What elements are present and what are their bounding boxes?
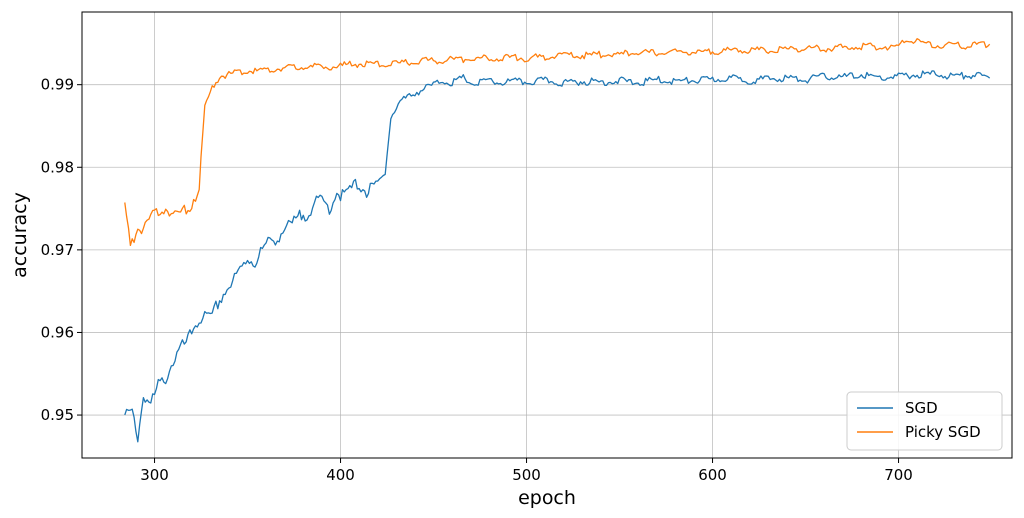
x-tick-label: 700 — [884, 466, 913, 484]
y-tick-label: 0.95 — [41, 406, 74, 424]
plot-frame — [81, 11, 1013, 459]
legend-box — [846, 391, 1003, 451]
y-tick-label: 0.99 — [41, 76, 74, 94]
y-axis-label: accuracy — [9, 192, 31, 278]
legend: SGD Picky SGD — [846, 391, 1003, 451]
x-axis-label: epoch — [518, 487, 576, 509]
x-tick-label: 600 — [698, 466, 727, 484]
y-tick-label: 0.97 — [41, 241, 74, 259]
x-tick-label: 400 — [326, 466, 355, 484]
y-tick-label: 0.96 — [41, 323, 74, 341]
x-tick-label: 300 — [140, 466, 169, 484]
x-tick-label: 500 — [512, 466, 541, 484]
series-line-sgd — [124, 70, 991, 443]
ticks: 300 400 500 600 700 0.95 0.96 0.97 0.98 0.99 — [41, 76, 913, 484]
legend-label: SGD — [905, 399, 938, 417]
legend-label: Picky SGD — [905, 423, 981, 441]
series-layer — [124, 38, 991, 443]
grid — [82, 12, 1012, 458]
y-tick-label: 0.98 — [41, 158, 74, 176]
series-line-picky-sgd — [124, 38, 991, 247]
